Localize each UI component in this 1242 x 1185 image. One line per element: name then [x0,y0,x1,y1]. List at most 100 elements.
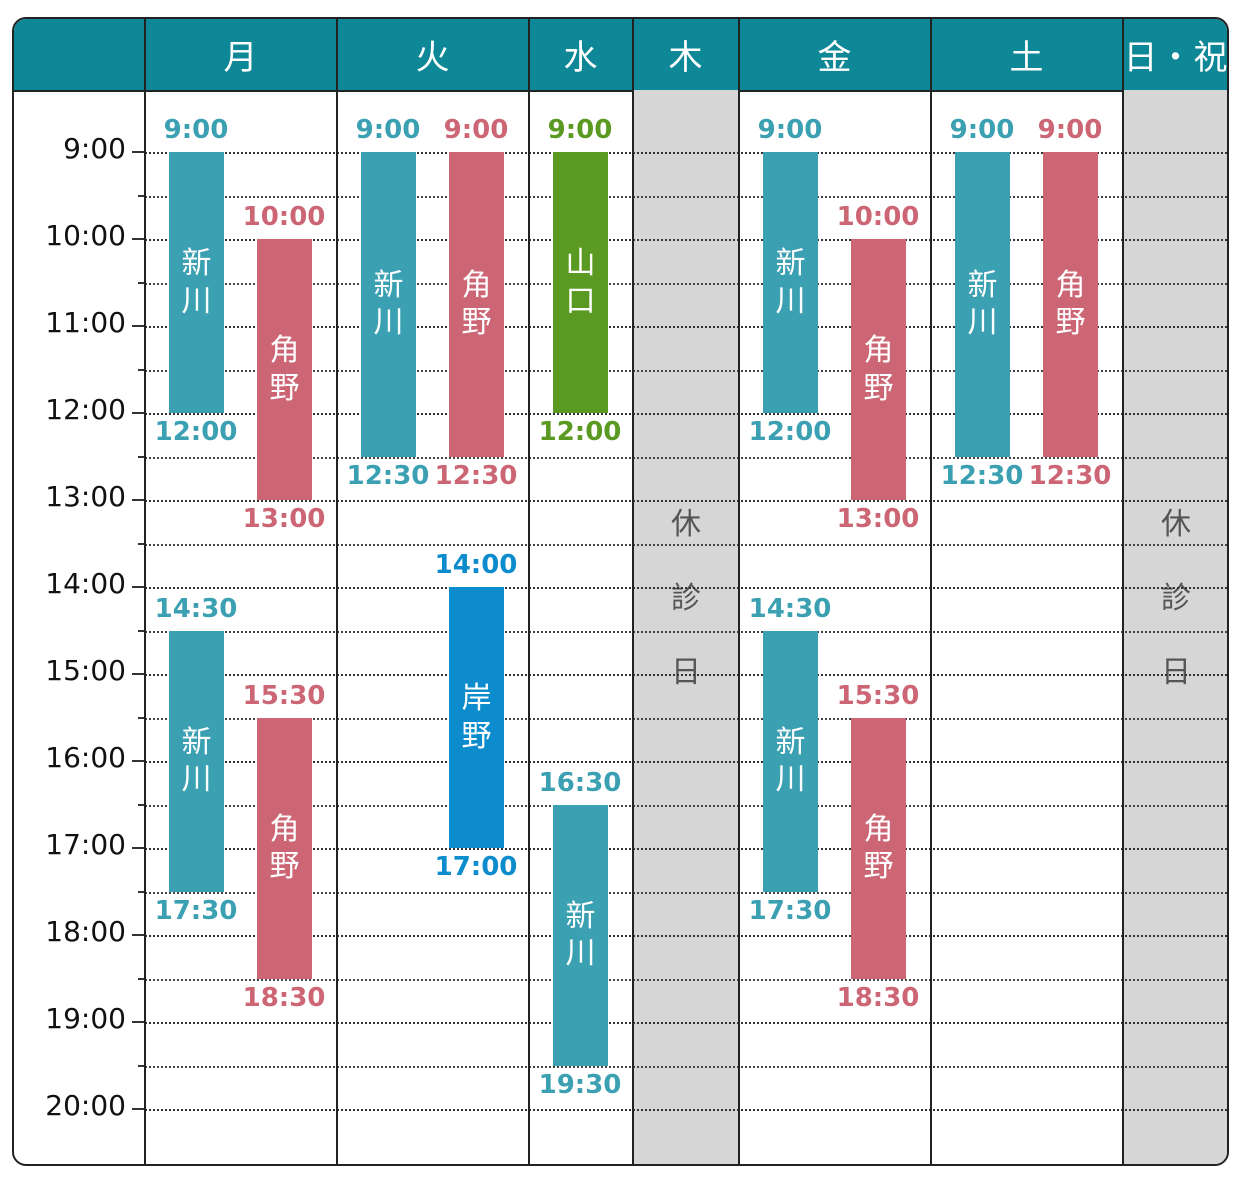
shift-start-time: 9:00 [1037,115,1103,145]
time-label: 10:00 [45,219,126,252]
doctor-name-char: 川 [181,762,212,797]
shift-bar: 岸野 [449,587,504,848]
doctor-name-char: 角 [863,811,894,847]
doctor-name-char: 新 [775,246,806,281]
time-label: 13:00 [45,480,126,513]
hour-line [145,674,1227,676]
doctor-name-char: 角 [863,333,894,368]
doctor-name-char: 川 [373,305,404,341]
shift-bar: 新川 [361,152,416,457]
column-separator [1122,19,1124,1164]
hour-line [145,761,1227,763]
half-hour-tick [138,977,146,980]
shift-bar: 新川 [169,152,224,413]
time-label: 14:00 [45,567,126,600]
day-header-fri: 金 [817,38,853,78]
shift-end-time: 12:30 [1028,460,1112,491]
shift-start-time: 9:00 [163,115,229,145]
hour-tick [132,586,146,588]
shift-start-time: 15:30 [836,680,920,711]
half-hour-tick [138,194,146,197]
time-label: 15:00 [45,654,126,687]
shift-end-time: 12:00 [154,417,238,447]
column-separator [528,19,530,1164]
half-hour-line [145,717,1227,720]
half-hour-line [145,978,1227,981]
hour-tick [132,1021,146,1023]
shift-bar: 新川 [763,152,818,413]
doctor-name-char: 口 [565,283,596,319]
half-hour-line [145,804,1227,807]
half-hour-line [145,195,1227,198]
hour-tick [132,1108,146,1110]
doctor-name-char: 野 [269,849,300,884]
half-hour-line [145,369,1227,372]
hour-line [145,413,1227,415]
doctor-name-char: 新 [181,246,212,281]
shift-bar: 角野 [851,239,906,500]
shift-start-time: 10:00 [836,202,920,232]
shift-start-time: 9:00 [757,115,823,145]
hour-tick [132,325,146,327]
column-separator [336,19,338,1164]
hour-tick [132,151,146,153]
weekday-header: 月 火 水 木 金 土 日・祝 [14,19,1227,92]
shift-start-time: 9:00 [355,115,421,145]
shift-bar: 角野 [449,152,504,457]
hour-line [145,1109,1227,1111]
shift-bar: 山口 [553,152,608,413]
hour-line [145,500,1227,502]
shift-end-time: 18:30 [836,982,920,1013]
closed-char: 休 [1161,507,1191,542]
closed-char: 休 [671,507,701,542]
shift-bar: 新川 [955,152,1010,457]
column-separator [632,19,634,1164]
half-hour-tick [138,716,146,719]
hour-line [145,239,1227,241]
hour-line [145,1022,1227,1024]
hour-line [145,935,1227,937]
closed-column-thu [633,90,739,1164]
day-header-wed: 水 [563,38,599,78]
time-label: 9:00 [63,132,126,165]
hour-line [145,326,1227,328]
doctor-name-char: 川 [565,936,596,971]
doctor-name-char: 野 [461,718,492,754]
doctor-name-char: 野 [863,849,894,884]
day-header-thu: 木 [668,38,704,78]
half-hour-tick [138,1064,146,1067]
day-header-sun: 日・祝 [1123,38,1229,78]
doctor-name-char: 川 [775,283,806,319]
shift-bar: 角野 [257,239,312,500]
doctor-name-char: 野 [269,370,300,406]
column-separator [144,19,146,1164]
doctor-name-char: 角 [269,811,300,847]
doctor-name-char: 川 [967,305,998,341]
doctor-name-char: 野 [1055,305,1086,341]
time-label: 20:00 [45,1089,126,1122]
shift-start-time: 9:00 [547,115,613,145]
schedule-board: 月火水木金土日・祝 休診日休診日 9:00 10:00 11:00 12:00 13:00… [12,17,1229,1166]
shift-end-time: 17:00 [434,852,518,882]
shift-start-time: 16:30 [538,767,622,798]
shift-start-time: 14:30 [748,593,832,624]
shift-end-time: 18:30 [242,982,326,1013]
closed-char: 診 [1161,581,1191,616]
day-header-sat: 土 [1009,38,1045,78]
doctor-name-char: 角 [1055,267,1086,303]
shift-bar: 新川 [763,630,818,892]
hour-tick [132,412,146,414]
doctor-name-char: 角 [269,333,300,368]
doctor-name-char: 岸 [461,681,492,716]
shift-end-time: 12:00 [748,417,832,447]
time-label: 18:00 [45,915,126,948]
day-header-tue: 火 [415,38,451,78]
shift-start-time: 10:00 [242,202,326,232]
hour-tick [132,499,146,501]
doctor-name-char: 新 [181,724,212,760]
closed-char: 診 [671,581,701,616]
doctor-name-char: 野 [461,305,492,341]
half-hour-line [145,456,1227,459]
day-header-mon: 月 [223,38,259,78]
time-label: 19:00 [45,1002,126,1035]
